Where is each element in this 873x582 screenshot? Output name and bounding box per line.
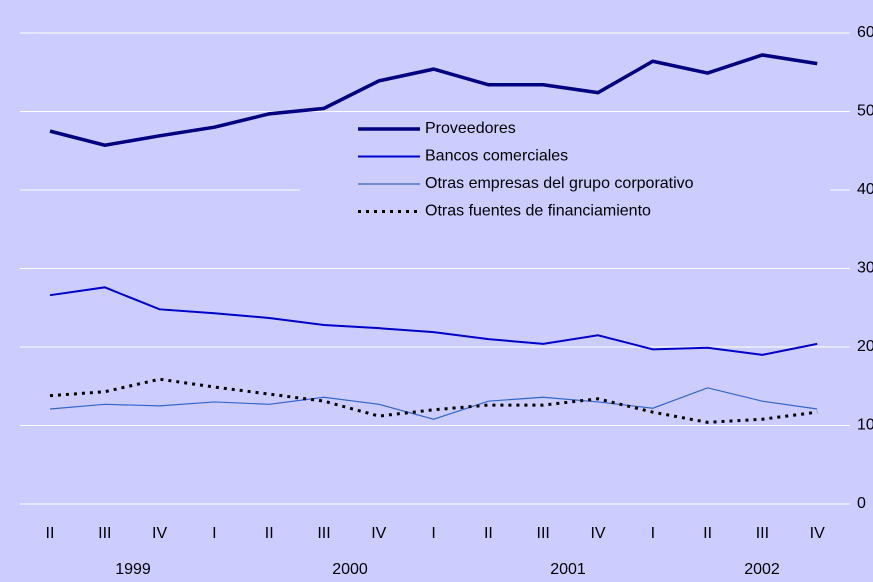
x-tick-label: II: [265, 525, 274, 542]
legend-label: Proveedores: [425, 120, 516, 137]
legend-label: Otras empresas del grupo corporativo: [425, 175, 694, 192]
series-line: [49, 387, 818, 420]
x-tick-label: III: [756, 525, 769, 542]
year-label: 2002: [744, 561, 780, 578]
x-tick-label: I: [431, 525, 435, 542]
legend-box: [300, 116, 830, 222]
y-tick-label: 40: [857, 181, 873, 198]
x-tick-label: II: [484, 525, 493, 542]
y-tick-label: 60: [857, 24, 873, 41]
legend-label: Otras fuentes de financiamiento: [425, 203, 651, 220]
x-tick-label: II: [46, 525, 55, 542]
x-tick-label: IV: [810, 525, 825, 542]
x-tick-label: II: [703, 525, 712, 542]
x-tick-label: IV: [152, 525, 167, 542]
x-tick-label: I: [212, 525, 216, 542]
x-tick-label: III: [317, 525, 330, 542]
year-label: 1999: [115, 561, 151, 578]
y-tick-label: 10: [857, 417, 873, 434]
year-label: 2000: [332, 561, 368, 578]
series-line: [49, 377, 818, 424]
x-tick-label: I: [651, 525, 655, 542]
legend-label: Bancos comerciales: [425, 148, 568, 165]
series-line: [49, 286, 818, 356]
year-label: 2001: [550, 561, 586, 578]
x-tick-label: III: [98, 525, 111, 542]
y-tick-label: 0: [857, 495, 866, 512]
y-tick-label: 30: [857, 260, 873, 277]
y-tick-label: 20: [857, 338, 873, 355]
x-tick-label: III: [537, 525, 550, 542]
y-tick-label: 50: [857, 103, 873, 120]
x-tick-label: IV: [371, 525, 386, 542]
x-tick-label: IV: [590, 525, 605, 542]
series-line: [49, 53, 818, 148]
